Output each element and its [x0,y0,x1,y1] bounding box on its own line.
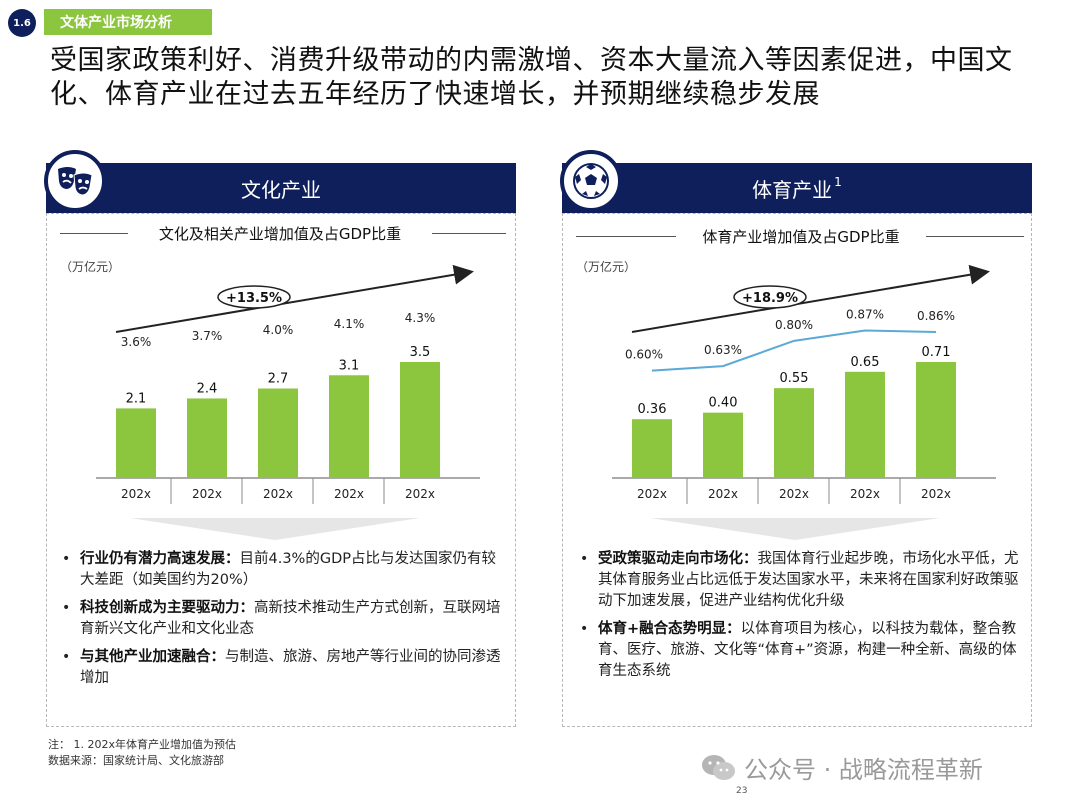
culture-panel [46,213,516,727]
x-tick-label: 202x [637,487,667,501]
gdp-share-label: 4.3% [405,311,436,325]
bullet-text: 高新技术推动生产方式创新，互联网培育新兴文化产业和文化业态 [80,600,501,637]
bar [916,362,956,478]
footnote-line: 注： 1. 202x年体育产业增加值为预估 [48,738,236,751]
bullet-heading: 与其他产业加速融合： [80,649,225,665]
bar-value-label: 2.1 [126,391,147,406]
bar [400,362,440,478]
bar [187,398,227,478]
gdp-share-label: 0.86% [917,309,955,323]
gdp-share-label: 0.80% [775,318,813,332]
theater-masks-icon [44,150,106,212]
gdp-share-label: 4.1% [334,317,365,331]
x-tick-label: 202x [263,487,293,501]
sports-panel [562,213,1032,727]
x-tick-label: 202x [708,487,738,501]
bar-value-label: 0.40 [709,396,738,411]
watermark: 公众号 · 战略流程革新 [700,750,983,785]
bar-value-label: 2.7 [268,372,289,387]
culture-bullet-list: • 行业仍有潜力高速发展：目前4.3%的GDP占比与发达国家仍有较大差距（如美国约… [58,549,506,696]
sports-panel-header: 体育产业 1 [562,163,1032,213]
cagr-label: +13.5% [226,291,282,306]
gdp-share-label: 3.6% [121,335,152,349]
gdp-share-label: 4.0% [263,323,294,337]
bullet-heading: 行业仍有潜力高速发展： [80,551,240,567]
watermark-text: 公众号 · 战略流程革新 [744,756,983,784]
bar-value-label: 0.55 [780,371,809,386]
list-item: • 科技创新成为主要驱动力：高新技术推动生产方式创新，互联网培育新兴文化产业和文化… [62,600,501,637]
list-item: • 体育+融合态势明显：以体育项目为核心，以科技为载体，整合教育、医疗、旅游、文化… [580,621,1017,679]
bar-value-label: 3.5 [410,345,431,360]
sports-bar-chart: +18.9% 0.36 202x 0.60% 0.40 202x 0.63% 0.55 202x… [612,264,996,504]
x-tick-label: 202x [334,487,364,501]
culture-chart-subtitle: 文化及相关产业增加值及占GDP比重 [128,223,432,244]
bar [845,371,885,478]
sports-down-arrow [650,518,940,546]
bar [703,412,743,478]
culture-down-arrow [130,518,420,546]
cagr-badge [733,285,807,309]
bullet-heading: 体育+融合态势明显： [598,621,741,637]
bar [329,375,369,478]
bar [632,419,672,478]
gdp-share-label: 3.7% [192,329,223,343]
x-tick-label: 202x [121,487,151,501]
bar [258,388,298,478]
x-tick-label: 202x [405,487,435,501]
gdp-share-label: 0.63% [704,343,742,357]
bullet-text: 我国体育行业起步晚，市场化水平低，尤其体育服务业占比远低于发达国家水平，未来将在… [598,551,1019,609]
section-tag: 文体产业市场分析 [44,9,212,35]
wechat-logo-icon [702,754,735,780]
cagr-label: +18.9% [742,291,798,306]
soccer-ball-icon [560,150,622,212]
list-item: • 受政策驱动走向市场化：我国体育行业起步晚，市场化水平低，尤其体育服务业占比远低… [580,551,1019,609]
gdp-share-label: 0.60% [625,348,663,362]
culture-bar-chart: +13.5% 2.1 202x 3.6% 2.4 202x 3.7% 2.7 202x 4.0% 3… [96,264,480,504]
footnotes: 注： 1. 202x年体育产业增加值为预估 数据来源：国家统计局、文化旅游部 [48,737,236,769]
list-item: • 行业仍有潜力高速发展：目前4.3%的GDP占比与发达国家仍有较大差距（如美国约… [62,551,496,588]
bullet-heading: 受政策驱动走向市场化： [598,551,758,567]
page-headline: 受国家政策利好、消费升级带动的内需激增、资本大量流入等因素促进，中国文化、体育产… [50,45,1013,110]
bar-value-label: 3.1 [339,358,360,373]
bar-value-label: 0.36 [638,402,667,417]
bar [774,388,814,478]
culture-chart-unit: （万亿元） [60,260,121,274]
sports-chart-unit: （万亿元） [576,260,637,274]
bullet-text: 以体育项目为核心，以科技为载体，整合教育、医疗、旅游、文化等“体育+”资源，构建… [598,621,1017,679]
bullet-text: 与制造、旅游、房地产等行业间的协同渗透增加 [80,649,501,686]
section-number-badge: 1.6 [8,9,36,37]
cagr-badge [217,285,291,309]
x-tick-label: 202x [779,487,809,501]
source-line: 数据来源：国家统计局、文化旅游部 [48,754,224,767]
bullet-heading: 科技创新成为主要驱动力： [80,600,254,616]
page-number: 23 [736,786,748,796]
sports-bullet-list: • 受政策驱动走向市场化：我国体育行业起步晚，市场化水平低，尤其体育服务业占比远低… [576,549,1024,689]
growth-trend-arrow [631,264,990,333]
list-item: • 与其他产业加速融合：与制造、旅游、房地产等行业间的协同渗透增加 [62,649,501,686]
bullet-text: 目前4.3%的GDP占比与发达国家仍有较大差距（如美国约为20%） [80,551,496,588]
x-tick-label: 202x [921,487,951,501]
bar-value-label: 2.4 [197,381,218,396]
growth-trend-arrow [115,264,474,333]
sports-panel-title: 体育产业 [752,177,833,202]
bar [116,408,156,478]
sports-title-footnote: 1 [834,175,842,189]
culture-panel-title: 文化产业 [241,177,321,202]
bar-value-label: 0.71 [922,345,951,360]
culture-panel-header: 文化产业 [46,163,516,213]
x-tick-label: 202x [850,487,880,501]
gdp-share-label: 0.87% [846,307,884,321]
sports-chart-subtitle: 体育产业增加值及占GDP比重 [676,226,926,247]
bar-value-label: 0.65 [851,355,880,370]
x-tick-label: 202x [192,487,222,501]
gdp-share-line [651,329,937,372]
